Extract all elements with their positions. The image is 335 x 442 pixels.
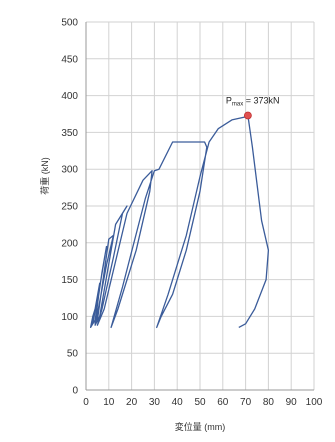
grid (85, 21, 315, 391)
y-tick-label: 300 (61, 165, 78, 176)
peak-marker (243, 111, 252, 120)
annotation-symbol: P (226, 95, 232, 105)
y-tick-label: 150 (61, 275, 78, 286)
peak-annotation: Pmax = 373kN (226, 95, 280, 107)
x-tick-label: 90 (286, 397, 298, 408)
y-tick-label: 250 (61, 202, 78, 213)
y-tick-label: 400 (61, 91, 78, 102)
annotation-value: = 373kN (243, 95, 279, 105)
x-tick-label: 70 (240, 397, 252, 408)
x-axis-title: 変位量 (mm) (175, 421, 226, 432)
x-tick-label: 30 (149, 397, 161, 408)
y-tick-label: 500 (61, 18, 78, 29)
x-tick-label: 10 (103, 397, 115, 408)
series-line (89, 114, 270, 329)
y-axis-title: 荷重 (kN) (39, 157, 50, 195)
y-tick-label: 350 (61, 128, 78, 139)
x-tick-label: 50 (194, 397, 206, 408)
labels: 0 50 100 150 200 250 300 350 400 450 500 0 10 20 30 40 5… (39, 18, 323, 433)
x-tick-label: 40 (172, 397, 184, 408)
x-tick-label: 60 (217, 397, 229, 408)
x-tick-label: 80 (263, 397, 275, 408)
y-tick-label: 450 (61, 54, 78, 65)
x-tick-label: 20 (126, 397, 138, 408)
y-tick-label: 100 (61, 312, 78, 323)
y-tick-label: 0 (72, 386, 78, 397)
x-tick-label: 100 (306, 397, 323, 408)
annotation-subscript: max (232, 101, 243, 107)
series-layer (89, 111, 270, 329)
y-tick-label: 50 (67, 349, 79, 360)
y-tick-label: 200 (61, 238, 78, 249)
x-tick-label: 0 (83, 397, 89, 408)
axes (85, 22, 314, 391)
